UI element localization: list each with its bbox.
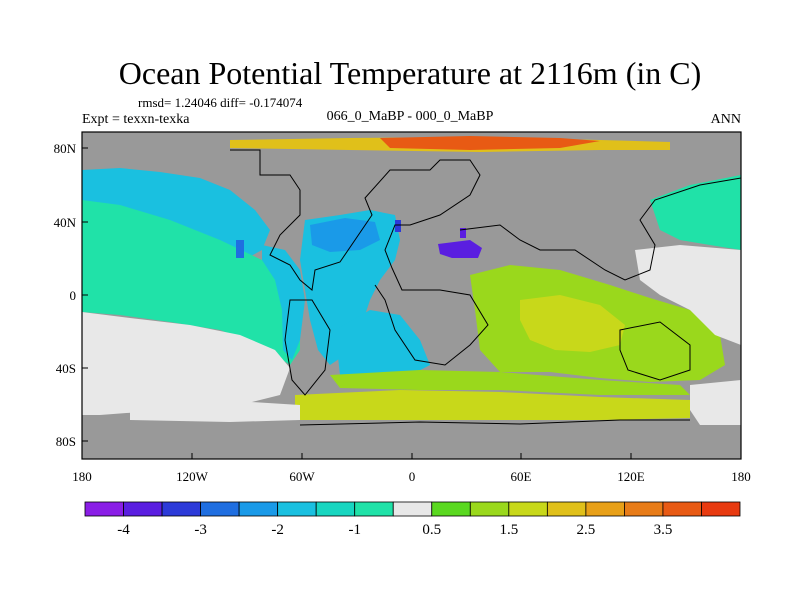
antarctic-white-right [690,380,741,425]
colorbar-swatch [277,501,317,517]
colorbar-swatch [546,501,587,517]
east-pacific-cyan [262,245,305,360]
colorbar-swatch [84,501,124,517]
colorbar-swatch [662,501,702,517]
season-label: ANN [711,112,741,127]
colorbar-swatch [585,501,625,517]
colorbar-label: -1 [348,522,361,538]
colorbar-swatch [354,501,394,517]
lat-tick-label: 0 [70,288,77,303]
purple-patch [460,228,466,238]
longitude-ticks: 180 120W 60W 0 60E 120E 180 [72,453,751,484]
colorbar-swatch [431,501,471,517]
stats-label: rmsd= 1.24046 diff= -0.174074 [138,95,303,110]
colorbar-swatch [701,501,741,517]
colorbar-swatch [161,501,201,517]
indian-ocean-yellow [520,295,625,352]
colorbar-swatch [200,501,240,517]
lat-tick-label: 40S [56,361,76,376]
lon-tick-label: 60W [289,469,315,484]
latitude-ticks: 80N 40N 0 40S 80S [54,141,88,449]
coastlines [230,149,741,426]
map-panel: 80N 40N 0 40S 80S 180 120W 60W 0 60E 120E 180 [54,131,751,484]
colorbar: -4 -3 -2 -1 0.5 1.5 2.5 3.5 [84,501,741,538]
colorbar-swatch [392,501,433,517]
colorbar-label: 1.5 [499,522,518,538]
arctic-red-band [380,136,600,150]
antarctic-white-left [130,400,300,422]
lat-tick-label: 80S [56,434,76,449]
colorbar-label: -4 [117,522,130,538]
colorbar-swatch [469,501,510,517]
blue-patch-2 [236,240,244,258]
colorbar-label: -2 [271,522,284,538]
w-pacific-white [635,245,741,345]
expt-label: Expt = texxn-texka [82,112,190,127]
lat-tick-label: 80N [54,141,77,156]
colorbar-swatch [624,501,664,517]
south-pacific-white [82,312,290,415]
blue-patch-1 [395,220,401,232]
lat-tick-label: 40N [54,215,77,230]
mediterranean-purple [438,240,482,258]
lon-tick-label: 120W [176,469,209,484]
colorbar-swatch [315,501,356,517]
south-atlantic-cyan [335,310,430,380]
colorbar-swatch [123,501,163,517]
lon-tick-label: 0 [409,469,416,484]
map-title: Ocean Potential Temperature at 2116m (in… [119,55,701,91]
colorbar-swatch [238,501,279,517]
atlantic-blue-patch [310,218,380,252]
lon-tick-label: 120E [617,469,645,484]
colorbar-label: 3.5 [654,522,673,538]
colorbar-label: 2.5 [577,522,596,538]
lon-tick-label: 60E [511,469,532,484]
subtitle-label: 066_0_MaBP - 000_0_MaBP [327,109,494,124]
colorbar-label: 0.5 [422,522,441,538]
southern-ocean-yellow [295,390,690,420]
lon-tick-label: 180 [72,469,92,484]
lon-tick-label: 180 [731,469,751,484]
southern-ocean-green [330,370,690,395]
colorbar-label: -3 [194,522,207,538]
colorbar-swatch [508,501,548,517]
pacific-teal [82,200,300,365]
